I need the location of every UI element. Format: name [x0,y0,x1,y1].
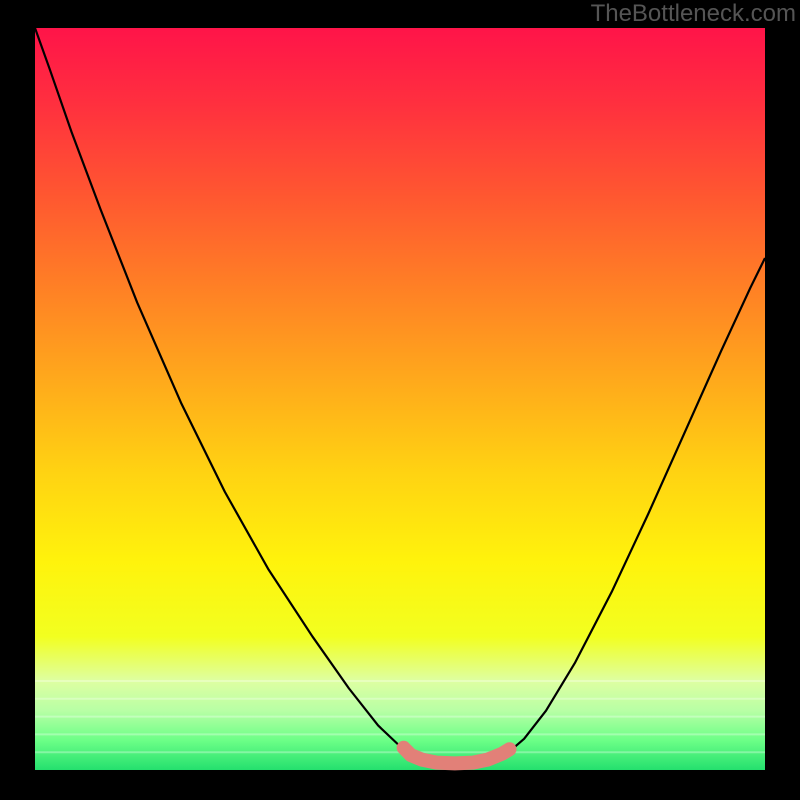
chart-stage: TheBottleneck.com [0,0,800,800]
gradient-panel [35,28,765,770]
chart-svg [0,0,800,800]
watermark-text: TheBottleneck.com [591,0,796,28]
